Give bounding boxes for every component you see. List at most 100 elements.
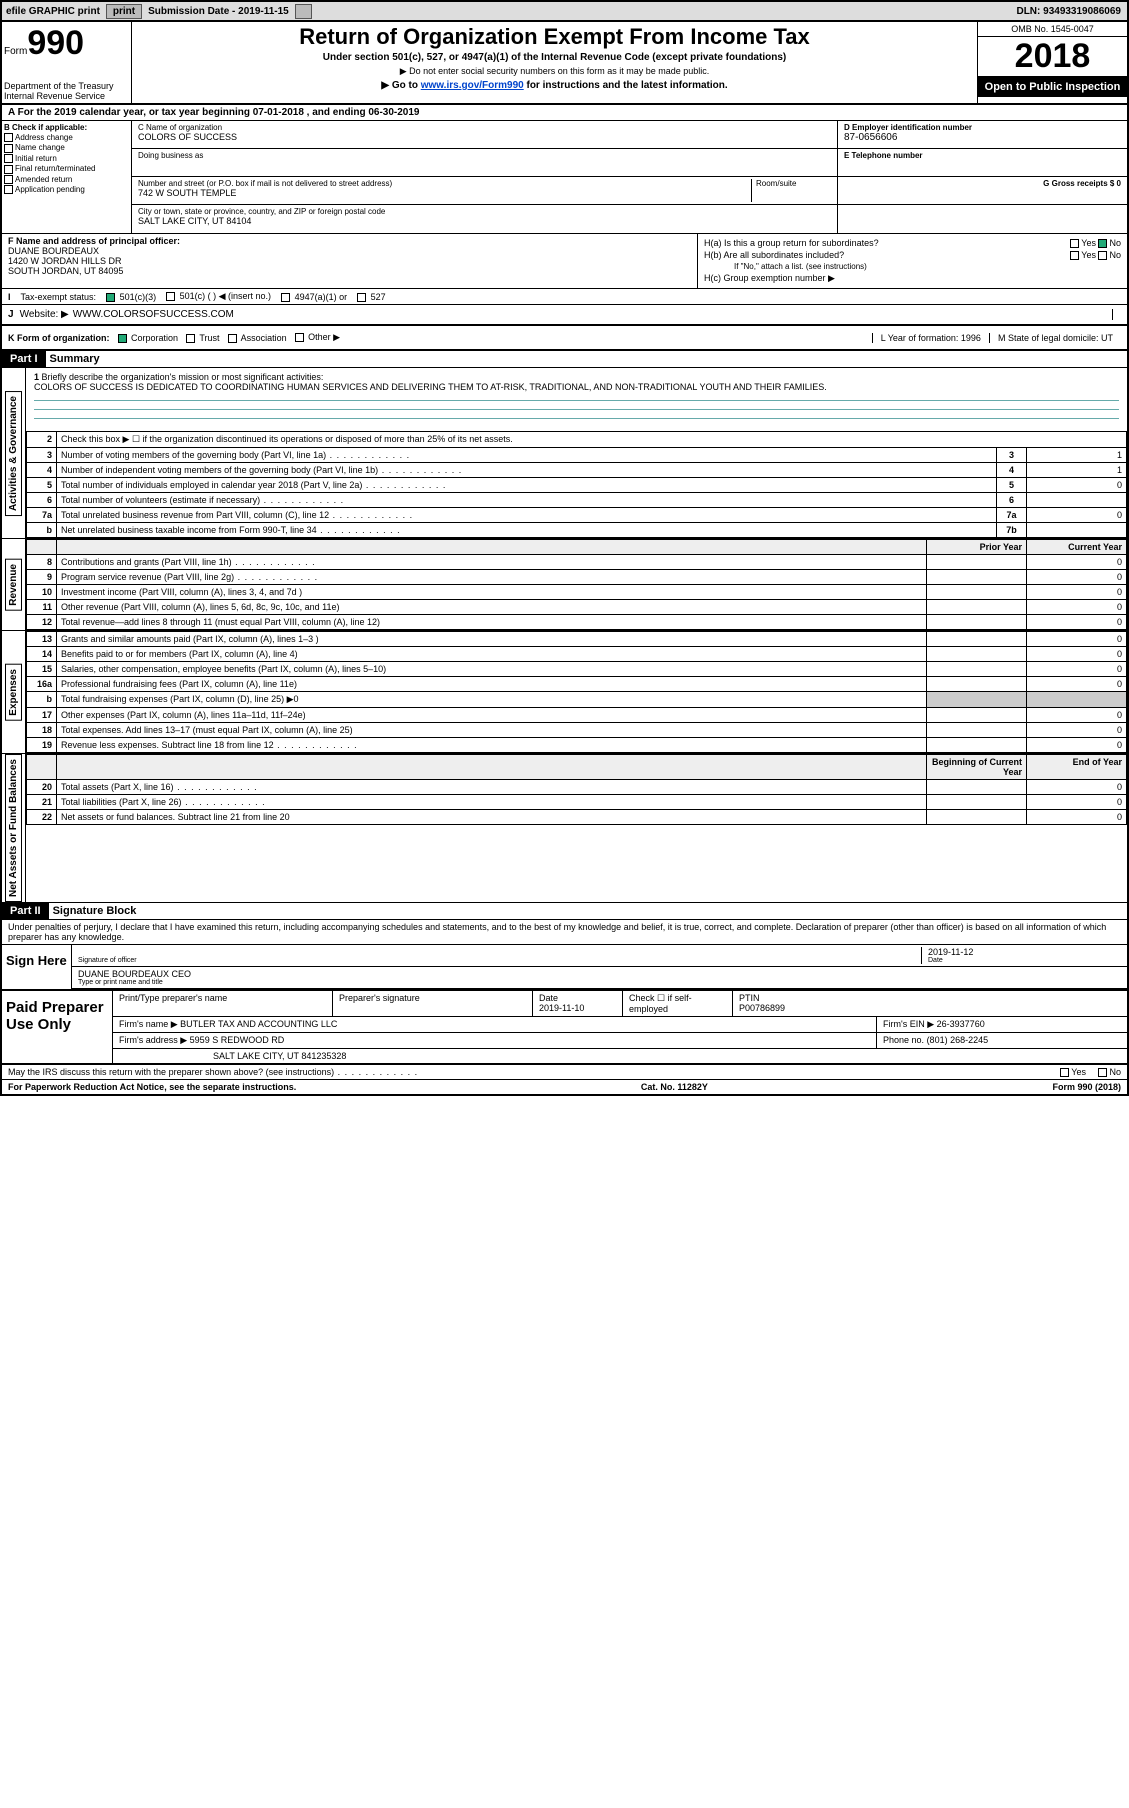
firm-addr1: 5959 S REDWOOD RD (190, 1035, 285, 1045)
officer-addr2: SOUTH JORDAN, UT 84095 (8, 266, 691, 276)
side-net-label: Net Assets or Fund Balances (5, 754, 22, 902)
net-assets-table: Beginning of Current YearEnd of Year 20T… (26, 754, 1127, 825)
revenue-section: Revenue Prior YearCurrent Year 8Contribu… (2, 539, 1127, 631)
website-row: J Website: ▶ WWW.COLORSOFSUCCESS.COM (2, 305, 1127, 326)
paid-preparer-label: Paid Preparer Use Only (2, 991, 112, 1063)
ptin: P00786899 (739, 1003, 785, 1013)
h-c-right (1112, 309, 1121, 320)
prep-date: 2019-11-10 (539, 1003, 584, 1013)
discuss-yes-chk[interactable] (1060, 1068, 1069, 1077)
officer-name: DUANE BOURDEAUX (8, 246, 691, 256)
room-label: Room/suite (756, 179, 831, 188)
chk-trust[interactable]: Trust (186, 333, 220, 343)
firm-phone: (801) 268-2245 (927, 1035, 989, 1045)
form-org-row: K Form of organization: Corporation Trus… (2, 326, 1127, 351)
chk-527[interactable]: 527 (357, 292, 386, 302)
chk-other[interactable]: Other ▶ (295, 332, 340, 343)
dba-label: Doing business as (138, 151, 831, 160)
irs-link[interactable]: www.irs.gov/Form990 (421, 80, 524, 91)
form-number: 990 (27, 24, 84, 62)
officer-label: F Name and address of principal officer: (8, 236, 691, 246)
firm-addr2: SALT LAKE CITY, UT 841235328 (113, 1049, 1127, 1063)
officer-printed-name: DUANE BOURDEAUX CEO (78, 969, 191, 979)
org-info-grid: B Check if applicable: Address change Na… (2, 121, 1127, 234)
perjury-declaration: Under penalties of perjury, I declare th… (2, 920, 1127, 944)
chk-amended[interactable]: Amended return (4, 175, 129, 184)
chk-4947[interactable]: 4947(a)(1) or (281, 292, 347, 302)
part2-header: Part II Signature Block (2, 903, 1127, 920)
net-assets-section: Net Assets or Fund Balances Beginning of… (2, 754, 1127, 903)
instructions-note: ▶ Go to www.irs.gov/Form990 for instruct… (140, 80, 969, 91)
form-prefix: Form (4, 46, 27, 57)
ssn-note: ▶ Do not enter social security numbers o… (140, 66, 969, 77)
chk-initial-return[interactable]: Initial return (4, 154, 129, 163)
website-url: WWW.COLORSOFSUCCESS.COM (73, 309, 234, 320)
discuss-no-chk[interactable] (1098, 1068, 1107, 1077)
mission-text: COLORS OF SUCCESS IS DEDICATED TO COORDI… (34, 382, 827, 392)
pra-notice: For Paperwork Reduction Act Notice, see … (8, 1082, 296, 1092)
section-b-header: B Check if applicable: (4, 123, 129, 132)
top-toolbar: efile GRAPHIC print print Submission Dat… (2, 2, 1127, 22)
chk-name-change[interactable]: Name change (4, 143, 129, 152)
form-title: Return of Organization Exempt From Incom… (140, 24, 969, 50)
phone-label: E Telephone number (844, 151, 1121, 160)
year-formation: L Year of formation: 1996 (872, 333, 989, 343)
h-a-line: H(a) Is this a group return for subordin… (704, 238, 1121, 248)
org-name-label: C Name of organization (138, 123, 831, 132)
side-gov-label: Activities & Governance (5, 391, 22, 516)
submission-date: Submission Date - 2019-11-15 (144, 6, 293, 17)
state-domicile: M State of legal domicile: UT (989, 333, 1121, 343)
cat-no: Cat. No. 11282Y (641, 1082, 708, 1092)
city-value: SALT LAKE CITY, UT 84104 (138, 216, 831, 226)
chk-final-return[interactable]: Final return/terminated (4, 164, 129, 173)
chk-pending[interactable]: Application pending (4, 185, 129, 194)
city-label: City or town, state or province, country… (138, 207, 831, 216)
part1-header: Part I Summary (2, 351, 1127, 368)
h-b-note: If "No," attach a list. (see instruction… (704, 262, 1121, 271)
dln-label: DLN: 93493319086069 (1016, 6, 1127, 17)
preparer-grid: Paid Preparer Use Only Print/Type prepar… (2, 989, 1127, 1065)
efile-label: efile GRAPHIC print (2, 6, 104, 17)
h-c-line: H(c) Group exemption number ▶ (704, 273, 1121, 284)
addr-label: Number and street (or P.O. box if mail i… (138, 179, 751, 188)
activities-governance-section: Activities & Governance 1 Briefly descri… (2, 368, 1127, 539)
firm-ein: 26-3937760 (937, 1019, 985, 1029)
chk-assoc[interactable]: Association (228, 333, 287, 343)
form-header: Form990 Department of the Treasury Inter… (2, 22, 1127, 105)
open-public-badge: Open to Public Inspection (978, 77, 1127, 97)
org-name: COLORS OF SUCCESS (138, 132, 831, 142)
gov-table: 2Check this box ▶ ☐ if the organization … (26, 431, 1127, 538)
expenses-section: Expenses 13Grants and similar amounts pa… (2, 631, 1127, 754)
sig-date: 2019-11-12 (928, 947, 1121, 957)
omb-number: OMB No. 1545-0047 (978, 22, 1127, 37)
ein-value: 87-0656606 (844, 132, 1121, 143)
chk-address-change[interactable]: Address change (4, 133, 129, 142)
print-button[interactable]: print (106, 4, 142, 19)
gross-receipts: G Gross receipts $ 0 (844, 179, 1121, 188)
addr-value: 742 W SOUTH TEMPLE (138, 188, 751, 198)
firm-name: BUTLER TAX AND ACCOUNTING LLC (180, 1019, 337, 1029)
h-b-line: H(b) Are all subordinates included? Yes … (704, 250, 1121, 260)
dept-label: Department of the Treasury (4, 81, 129, 91)
chk-501c[interactable]: 501(c) ( ) ◀ (insert no.) (166, 291, 271, 302)
tax-year: 2018 (978, 37, 1127, 77)
ein-label: D Employer identification number (844, 123, 1121, 132)
revenue-table: Prior YearCurrent Year 8Contributions an… (26, 539, 1127, 630)
signature-grid: Sign Here Signature of officer 2019-11-1… (2, 944, 1127, 989)
tax-status-row: I Tax-exempt status: 501(c)(3) 501(c) ( … (2, 289, 1127, 305)
side-exp-label: Expenses (5, 664, 22, 721)
chk-501c3[interactable]: 501(c)(3) (106, 292, 156, 302)
expenses-table: 13Grants and similar amounts paid (Part … (26, 631, 1127, 753)
form-ref: Form 990 (2018) (1052, 1082, 1121, 1092)
officer-section: F Name and address of principal officer:… (2, 234, 1127, 289)
officer-addr1: 1420 W JORDAN HILLS DR (8, 256, 691, 266)
sign-here-label: Sign Here (2, 945, 72, 989)
discuss-row: May the IRS discuss this return with the… (2, 1065, 1127, 1080)
footer: For Paperwork Reduction Act Notice, see … (2, 1080, 1127, 1094)
irs-label: Internal Revenue Service (4, 91, 129, 101)
chk-corp[interactable]: Corporation (118, 333, 179, 343)
side-rev-label: Revenue (5, 559, 22, 611)
form-subtitle: Under section 501(c), 527, or 4947(a)(1)… (140, 52, 969, 63)
tax-period: A For the 2019 calendar year, or tax yea… (2, 105, 1127, 121)
submission-button[interactable] (295, 4, 312, 19)
